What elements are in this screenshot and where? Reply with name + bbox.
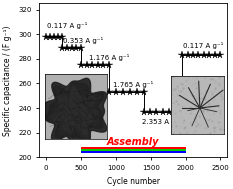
Text: 0.117 A g⁻¹: 0.117 A g⁻¹ bbox=[47, 22, 88, 29]
X-axis label: Cycle number: Cycle number bbox=[107, 177, 160, 186]
Text: 0.117 A g⁻¹: 0.117 A g⁻¹ bbox=[183, 42, 223, 49]
Text: 0.353 A g⁻¹: 0.353 A g⁻¹ bbox=[62, 37, 103, 44]
Text: 2.353 A g⁻¹: 2.353 A g⁻¹ bbox=[142, 118, 182, 125]
Text: 1.765 A g⁻¹: 1.765 A g⁻¹ bbox=[113, 81, 153, 88]
Text: 1.176 A g⁻¹: 1.176 A g⁻¹ bbox=[89, 54, 130, 61]
Y-axis label: Specific capacitance / (F g⁻¹): Specific capacitance / (F g⁻¹) bbox=[3, 25, 13, 136]
Text: Assembly: Assembly bbox=[107, 137, 160, 147]
